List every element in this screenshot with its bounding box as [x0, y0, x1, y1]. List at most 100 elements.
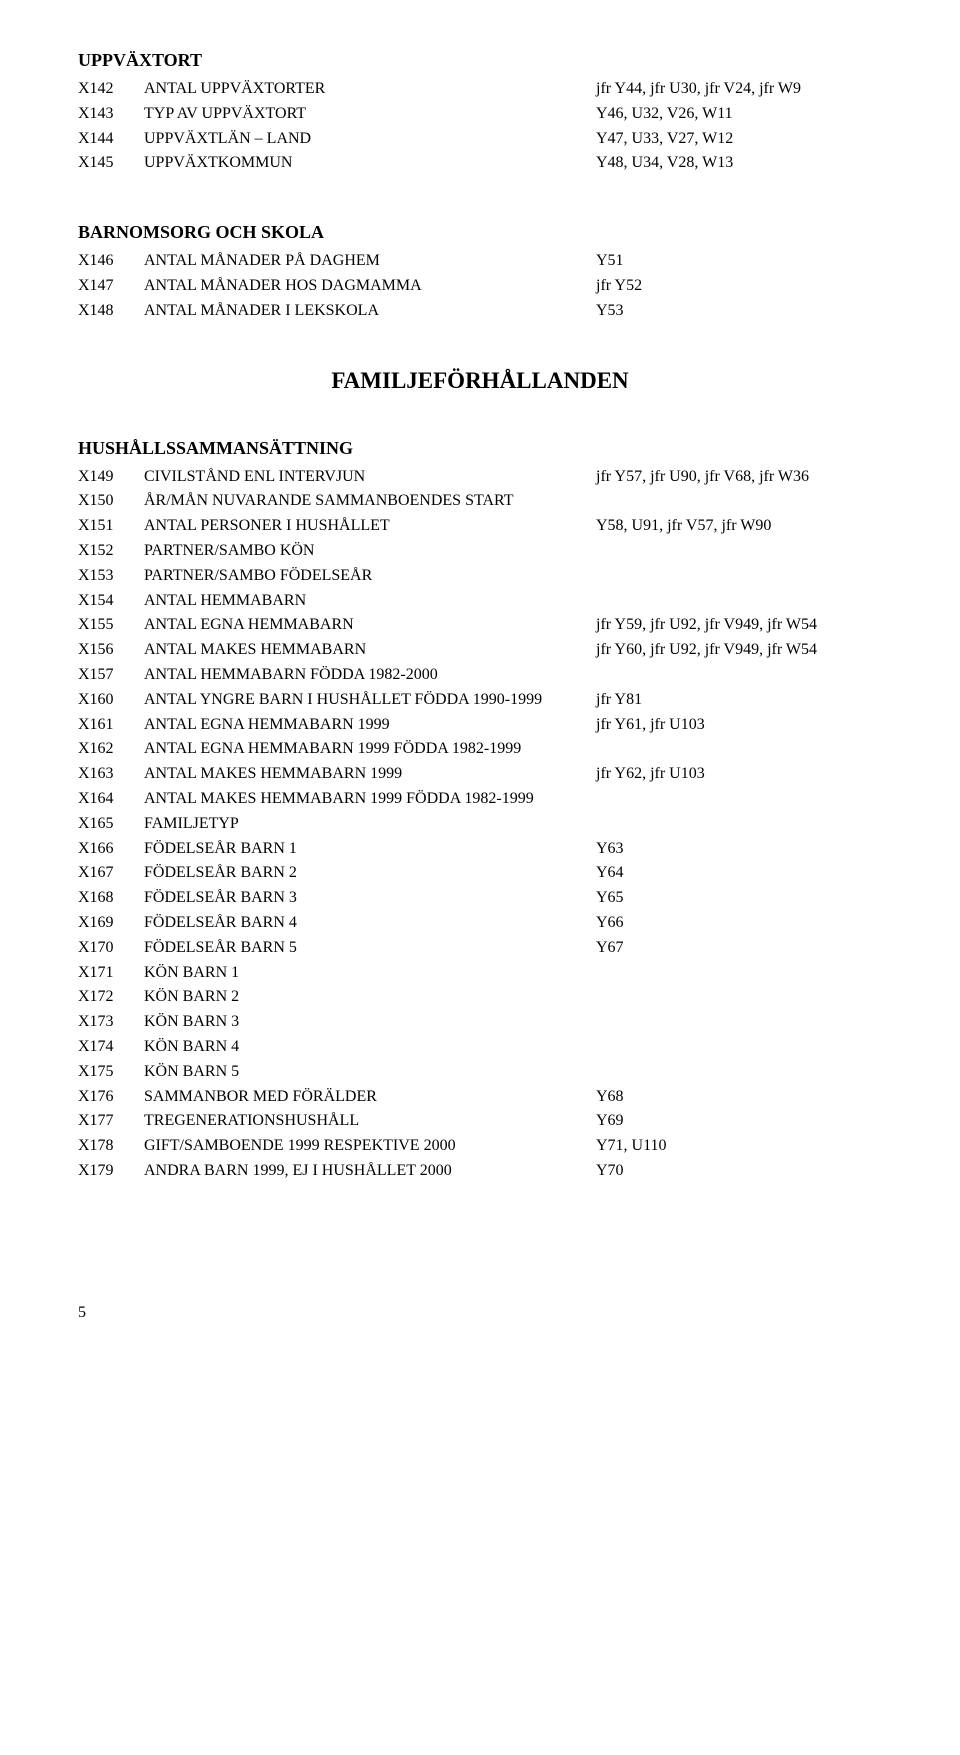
row-code: X155	[78, 613, 144, 638]
row-label: KÖN BARN 1	[144, 961, 596, 986]
row-code: X150	[78, 489, 144, 514]
row-label: ANTAL YNGRE BARN I HUSHÅLLET FÖDDA 1990-…	[144, 688, 596, 713]
row-code: X175	[78, 1060, 144, 1085]
table-row: X161ANTAL EGNA HEMMABARN 1999jfr Y61, jf…	[78, 713, 882, 738]
row-code: X154	[78, 589, 144, 614]
row-ref: jfr Y44, jfr U30, jfr V24, jfr W9	[596, 77, 882, 102]
section-hushall: X149CIVILSTÅND ENL INTERVJUNjfr Y57, jfr…	[78, 465, 882, 1184]
table-row: X142ANTAL UPPVÄXTORTERjfr Y44, jfr U30, …	[78, 77, 882, 102]
row-label: ANTAL HEMMABARN FÖDDA 1982-2000	[144, 663, 596, 688]
row-code: X168	[78, 886, 144, 911]
row-label: ANTAL MÅNADER PÅ DAGHEM	[144, 249, 596, 274]
row-ref: Y71, U110	[596, 1134, 882, 1159]
row-ref: Y64	[596, 861, 882, 886]
table-row: X154ANTAL HEMMABARN	[78, 589, 882, 614]
row-label: ANDRA BARN 1999, EJ I HUSHÅLLET 2000	[144, 1159, 596, 1184]
table-row: X176SAMMANBOR MED FÖRÄLDERY68	[78, 1085, 882, 1110]
table-row: X144UPPVÄXTLÄN – LANDY47, U33, V27, W12	[78, 127, 882, 152]
table-row: X160ANTAL YNGRE BARN I HUSHÅLLET FÖDDA 1…	[78, 688, 882, 713]
table-row: X171KÖN BARN 1	[78, 961, 882, 986]
row-code: X163	[78, 762, 144, 787]
row-ref: Y46, U32, V26, W11	[596, 102, 882, 127]
row-label: ANTAL PERSONER I HUSHÅLLET	[144, 514, 596, 539]
row-ref: Y51	[596, 249, 882, 274]
row-code: X173	[78, 1010, 144, 1035]
row-label: ANTAL EGNA HEMMABARN 1999 FÖDDA 1982-199…	[144, 737, 596, 762]
table-row: X153PARTNER/SAMBO FÖDELSEÅR	[78, 564, 882, 589]
row-ref: jfr Y81	[596, 688, 882, 713]
table-row: X173KÖN BARN 3	[78, 1010, 882, 1035]
table-row: X178GIFT/SAMBOENDE 1999 RESPEKTIVE 2000Y…	[78, 1134, 882, 1159]
table-row: X163ANTAL MAKES HEMMABARN 1999jfr Y62, j…	[78, 762, 882, 787]
row-code: X171	[78, 961, 144, 986]
section-uppvaxtort: X142ANTAL UPPVÄXTORTERjfr Y44, jfr U30, …	[78, 77, 882, 176]
row-code: X145	[78, 151, 144, 176]
row-code: X167	[78, 861, 144, 886]
table-row: X146ANTAL MÅNADER PÅ DAGHEMY51	[78, 249, 882, 274]
row-ref: Y67	[596, 936, 882, 961]
row-label: SAMMANBOR MED FÖRÄLDER	[144, 1085, 596, 1110]
row-label: KÖN BARN 5	[144, 1060, 596, 1085]
row-ref: jfr Y59, jfr U92, jfr V949, jfr W54	[596, 613, 882, 638]
row-label: GIFT/SAMBOENDE 1999 RESPEKTIVE 2000	[144, 1134, 596, 1159]
table-row: X157ANTAL HEMMABARN FÖDDA 1982-2000	[78, 663, 882, 688]
row-label: PARTNER/SAMBO KÖN	[144, 539, 596, 564]
row-ref: Y68	[596, 1085, 882, 1110]
section-title-uppvaxtort: UPPVÄXTORT	[78, 50, 882, 71]
row-label: ANTAL MÅNADER HOS DAGMAMMA	[144, 274, 596, 299]
row-code: X153	[78, 564, 144, 589]
row-label: FÖDELSEÅR BARN 5	[144, 936, 596, 961]
table-row: X164ANTAL MAKES HEMMABARN 1999 FÖDDA 198…	[78, 787, 882, 812]
row-code: X172	[78, 985, 144, 1010]
table-row: X147ANTAL MÅNADER HOS DAGMAMMAjfr Y52	[78, 274, 882, 299]
row-ref: Y58, U91, jfr V57, jfr W90	[596, 514, 882, 539]
row-label: FÖDELSEÅR BARN 3	[144, 886, 596, 911]
row-label: ANTAL MAKES HEMMABARN 1999	[144, 762, 596, 787]
row-ref: jfr Y61, jfr U103	[596, 713, 882, 738]
row-ref: Y69	[596, 1109, 882, 1134]
table-row: X152PARTNER/SAMBO KÖN	[78, 539, 882, 564]
row-code: X146	[78, 249, 144, 274]
row-code: X149	[78, 465, 144, 490]
table-row: X151ANTAL PERSONER I HUSHÅLLETY58, U91, …	[78, 514, 882, 539]
row-ref: Y65	[596, 886, 882, 911]
row-ref: jfr Y52	[596, 274, 882, 299]
row-label: UPPVÄXTLÄN – LAND	[144, 127, 596, 152]
row-code: X157	[78, 663, 144, 688]
row-label: KÖN BARN 2	[144, 985, 596, 1010]
table-row: X170FÖDELSEÅR BARN 5Y67	[78, 936, 882, 961]
row-code: X169	[78, 911, 144, 936]
row-label: FÖDELSEÅR BARN 2	[144, 861, 596, 886]
row-ref: Y48, U34, V28, W13	[596, 151, 882, 176]
section-title-barnomsorg: BARNOMSORG OCH SKOLA	[78, 222, 882, 243]
section-barnomsorg: X146ANTAL MÅNADER PÅ DAGHEMY51X147ANTAL …	[78, 249, 882, 323]
row-code: X170	[78, 936, 144, 961]
row-label: KÖN BARN 3	[144, 1010, 596, 1035]
table-row: X156ANTAL MAKES HEMMABARNjfr Y60, jfr U9…	[78, 638, 882, 663]
row-label: FÖDELSEÅR BARN 1	[144, 837, 596, 862]
row-label: ANTAL MAKES HEMMABARN	[144, 638, 596, 663]
row-ref: Y66	[596, 911, 882, 936]
row-label: ÅR/MÅN NUVARANDE SAMMANBOENDES START	[144, 489, 596, 514]
row-label: KÖN BARN 4	[144, 1035, 596, 1060]
row-label: ANTAL MÅNADER I LEKSKOLA	[144, 299, 596, 324]
row-label: ANTAL EGNA HEMMABARN	[144, 613, 596, 638]
row-code: X166	[78, 837, 144, 862]
row-label: ANTAL HEMMABARN	[144, 589, 596, 614]
row-ref: jfr Y62, jfr U103	[596, 762, 882, 787]
row-code: X156	[78, 638, 144, 663]
table-row: X165FAMILJETYP	[78, 812, 882, 837]
row-label: ANTAL EGNA HEMMABARN 1999	[144, 713, 596, 738]
table-row: X169FÖDELSEÅR BARN 4Y66	[78, 911, 882, 936]
row-code: X162	[78, 737, 144, 762]
page-number: 5	[78, 1304, 882, 1322]
table-row: X177TREGENERATIONSHUSHÅLLY69	[78, 1109, 882, 1134]
table-row: X149CIVILSTÅND ENL INTERVJUNjfr Y57, jfr…	[78, 465, 882, 490]
row-code: X142	[78, 77, 144, 102]
row-code: X148	[78, 299, 144, 324]
row-label: CIVILSTÅND ENL INTERVJUN	[144, 465, 596, 490]
table-row: X150ÅR/MÅN NUVARANDE SAMMANBOENDES START	[78, 489, 882, 514]
row-ref: Y53	[596, 299, 882, 324]
row-code: X147	[78, 274, 144, 299]
table-row: X145UPPVÄXTKOMMUNY48, U34, V28, W13	[78, 151, 882, 176]
